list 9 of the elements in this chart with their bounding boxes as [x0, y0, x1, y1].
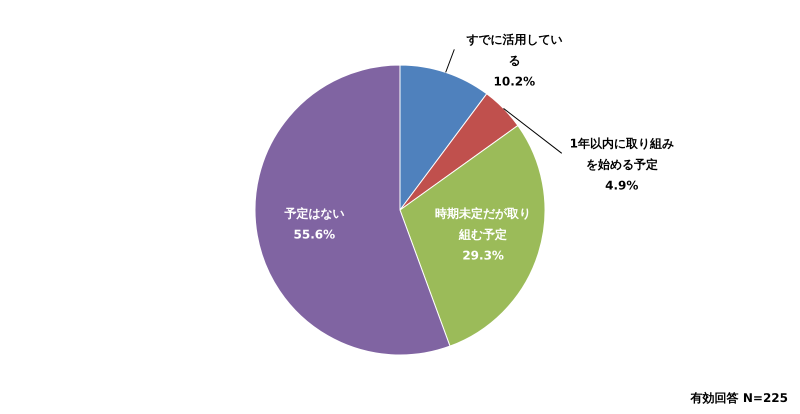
slice-label: 時期未定だが取り組む予定 — [435, 206, 532, 242]
slice-label: 1年以内に取り組みを始める予定 — [570, 136, 674, 172]
slice-label: 予定はない — [283, 207, 344, 222]
slice-label: すでに活用している — [465, 32, 562, 68]
data-label: 4.9% — [605, 178, 638, 193]
data-label: 29.3% — [462, 248, 504, 263]
text: 有効回答 N=225 — [690, 391, 788, 405]
data-label: 55.6% — [294, 228, 336, 242]
data-label: 10.2% — [494, 74, 536, 89]
